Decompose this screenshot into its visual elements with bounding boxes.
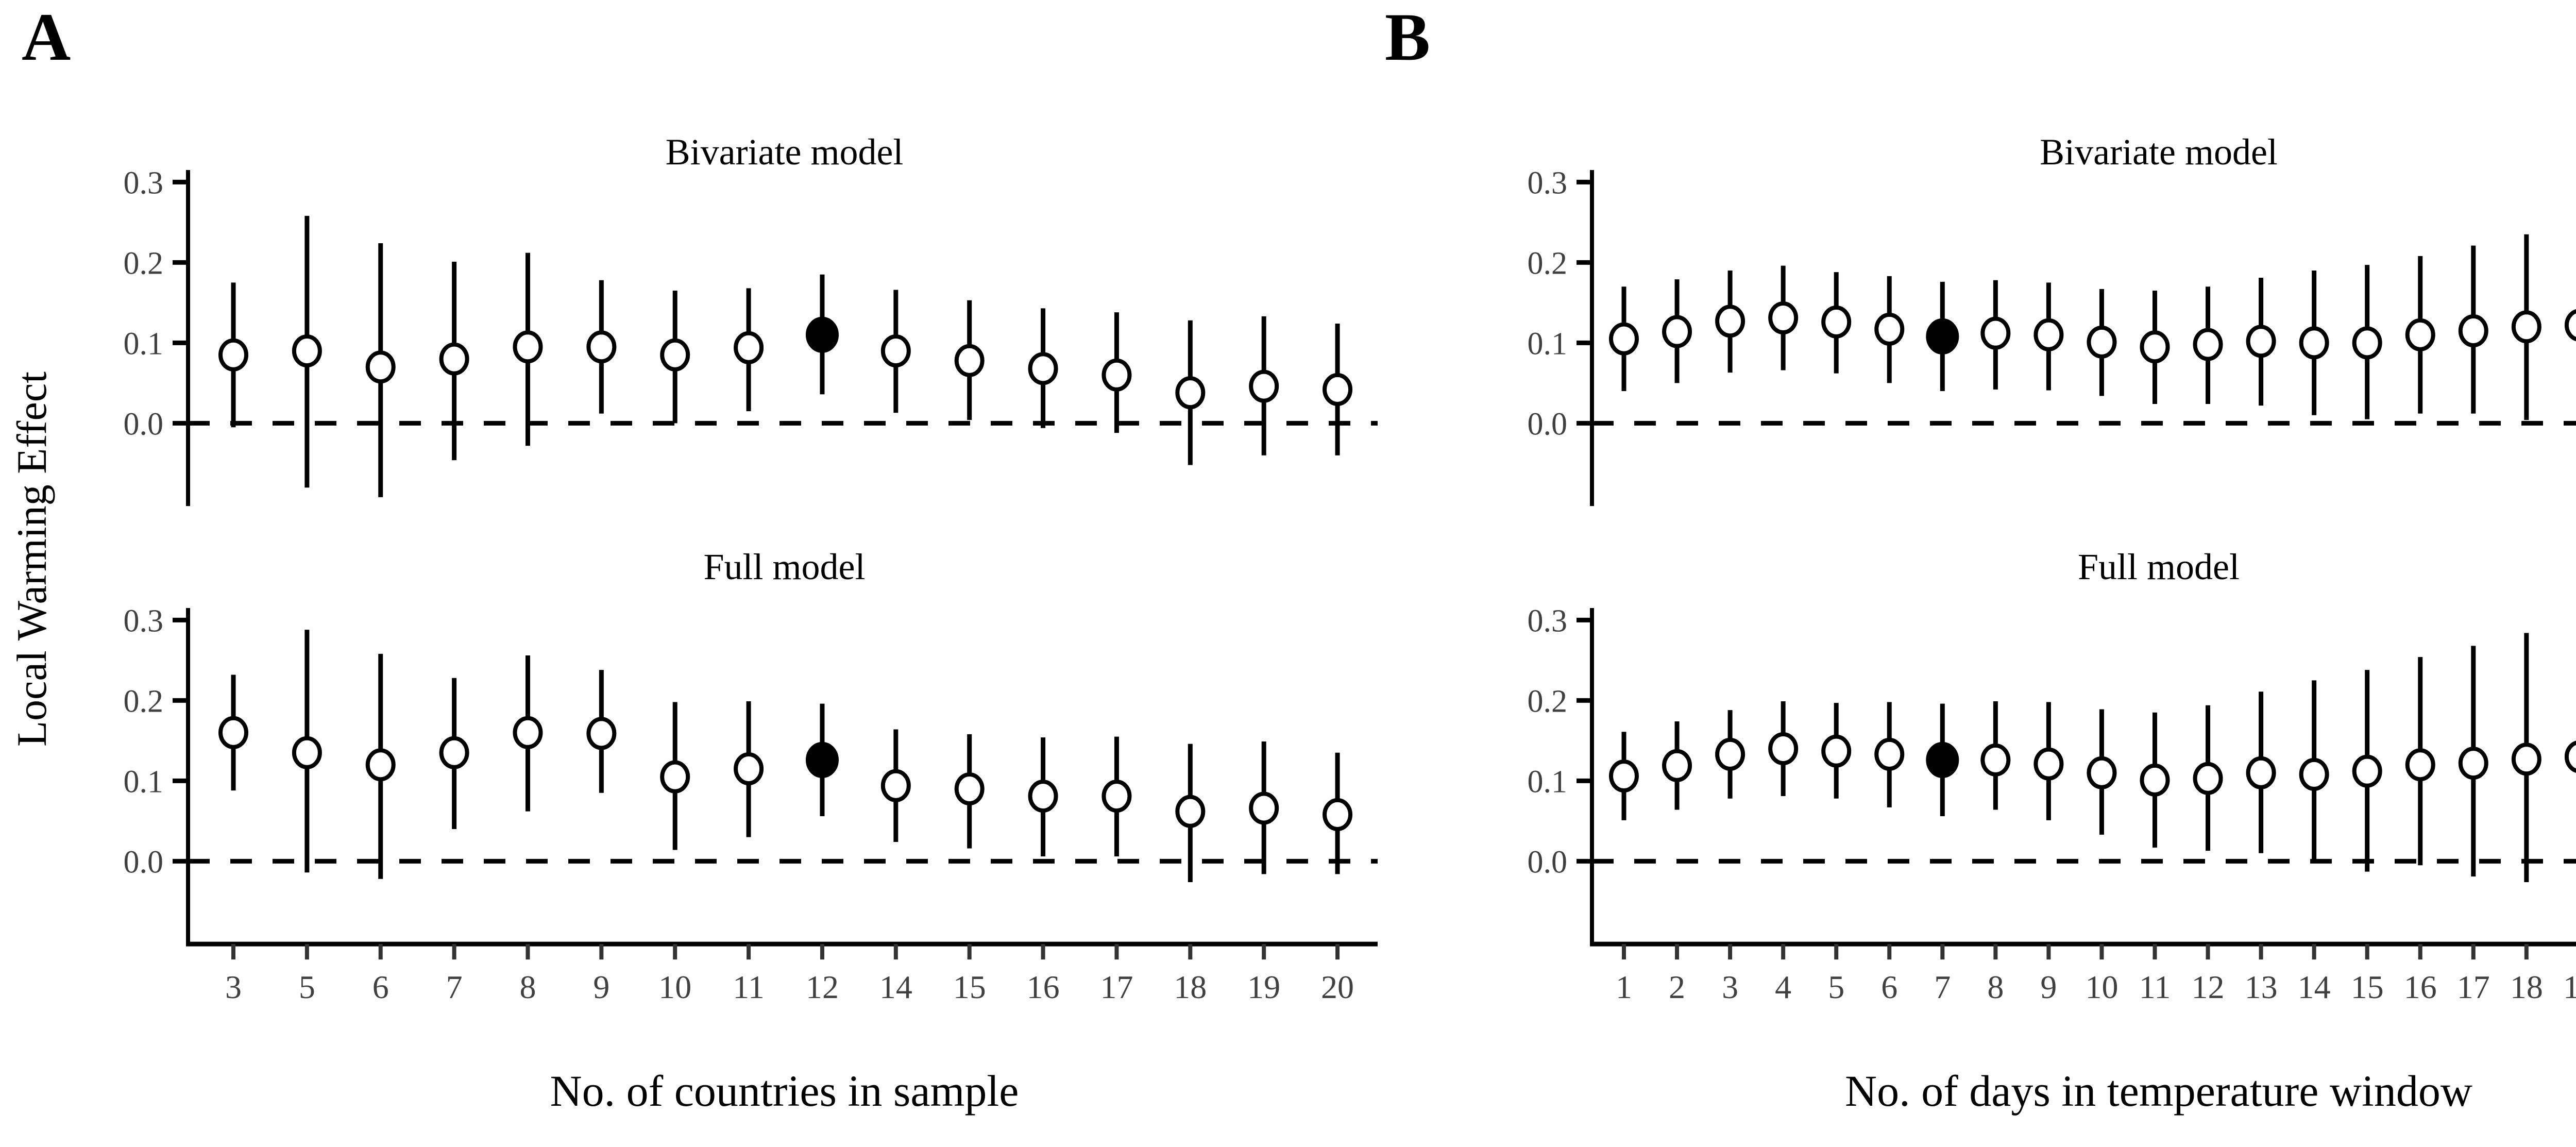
- svg-text:18: 18: [2510, 969, 2543, 1005]
- svg-text:5: 5: [1828, 969, 1844, 1005]
- panel-a-full-title: Full model: [703, 546, 866, 587]
- svg-text:15: 15: [2351, 969, 2384, 1005]
- svg-text:14: 14: [2298, 969, 2331, 1005]
- svg-text:0.2: 0.2: [124, 246, 164, 281]
- svg-text:19: 19: [2563, 969, 2576, 1005]
- svg-text:0.0: 0.0: [124, 407, 164, 442]
- svg-text:0.0: 0.0: [1528, 407, 1568, 442]
- svg-text:0.0: 0.0: [124, 845, 164, 880]
- panel-b-bivariate-title: Bivariate model: [2040, 131, 2278, 173]
- svg-text:0.3: 0.3: [1528, 603, 1568, 638]
- panel-a-x-axis-title: No. of countries in sample: [550, 1066, 1019, 1116]
- svg-text:9: 9: [593, 969, 609, 1005]
- panel-a: Bivariate model 0.0 0.1 0.2 0.3 Full model …: [52, 0, 1381, 1147]
- svg-text:0.3: 0.3: [1528, 165, 1568, 200]
- svg-text:18: 18: [1174, 969, 1207, 1005]
- panel-b: Bivariate model 0.0 0.1 0.2 0.3 Full model …: [1453, 0, 2576, 1147]
- svg-text:7: 7: [446, 969, 463, 1005]
- svg-text:5: 5: [299, 969, 315, 1005]
- panel-a-full-plot: 0.0 0.1 0.2 0.3 3 5 6 7 8 9 10 11 12 14 15 16 17 18 19 20: [124, 603, 1378, 1005]
- svg-text:10: 10: [658, 969, 691, 1005]
- svg-text:9: 9: [2040, 969, 2057, 1005]
- svg-text:13: 13: [2245, 969, 2278, 1005]
- svg-text:3: 3: [225, 969, 242, 1005]
- svg-text:17: 17: [1100, 969, 1133, 1005]
- svg-text:0.0: 0.0: [1528, 845, 1568, 880]
- svg-text:0.1: 0.1: [1528, 764, 1568, 799]
- svg-text:6: 6: [1881, 969, 1897, 1005]
- panel-b-label: B: [1385, 0, 1431, 75]
- svg-text:17: 17: [2457, 969, 2490, 1005]
- svg-text:6: 6: [372, 969, 389, 1005]
- svg-text:0.1: 0.1: [124, 764, 164, 799]
- panel-b-bivariate-plot: 0.0 0.1 0.2 0.3: [1528, 165, 2576, 507]
- svg-text:12: 12: [806, 969, 839, 1005]
- svg-text:0.2: 0.2: [1528, 246, 1568, 281]
- svg-text:0.3: 0.3: [124, 603, 164, 638]
- svg-text:12: 12: [2192, 969, 2225, 1005]
- svg-text:8: 8: [519, 969, 536, 1005]
- svg-text:2: 2: [1669, 969, 1685, 1005]
- panel-b-full-title: Full model: [2077, 546, 2240, 587]
- svg-text:0.2: 0.2: [1528, 684, 1568, 719]
- svg-text:3: 3: [1722, 969, 1738, 1005]
- svg-text:0.1: 0.1: [1528, 326, 1568, 361]
- svg-text:0.3: 0.3: [124, 165, 164, 200]
- svg-text:19: 19: [1247, 969, 1280, 1005]
- panel-b-full-plot: 0.00.10.20.31 2 3 4 5 6 7 8 9 10 11 12 13 14 15 16 17 18 1…: [1528, 603, 2576, 1005]
- svg-text:14: 14: [879, 969, 912, 1005]
- svg-text:0.2: 0.2: [124, 684, 164, 719]
- svg-text:10: 10: [2085, 969, 2118, 1005]
- svg-text:16: 16: [1027, 969, 1060, 1005]
- svg-text:16: 16: [2404, 969, 2437, 1005]
- panel-b-x-axis-title: No. of days in temperature window: [1844, 1066, 2473, 1116]
- svg-text:4: 4: [1775, 969, 1791, 1005]
- svg-text:11: 11: [733, 969, 765, 1005]
- svg-text:8: 8: [1987, 969, 2004, 1005]
- panel-a-label: A: [22, 0, 71, 75]
- svg-text:7: 7: [1934, 969, 1951, 1005]
- svg-text:15: 15: [953, 969, 986, 1005]
- panel-a-bivariate-plot: 0.0 0.1 0.2 0.3: [124, 165, 1378, 507]
- svg-text:0.1: 0.1: [124, 326, 164, 361]
- y-axis-label: Local Warming Effect: [8, 371, 55, 747]
- svg-text:20: 20: [1321, 969, 1354, 1005]
- svg-text:11: 11: [2139, 969, 2171, 1005]
- svg-text:1: 1: [1616, 969, 1632, 1005]
- panel-a-bivariate-title: Bivariate model: [665, 131, 904, 173]
